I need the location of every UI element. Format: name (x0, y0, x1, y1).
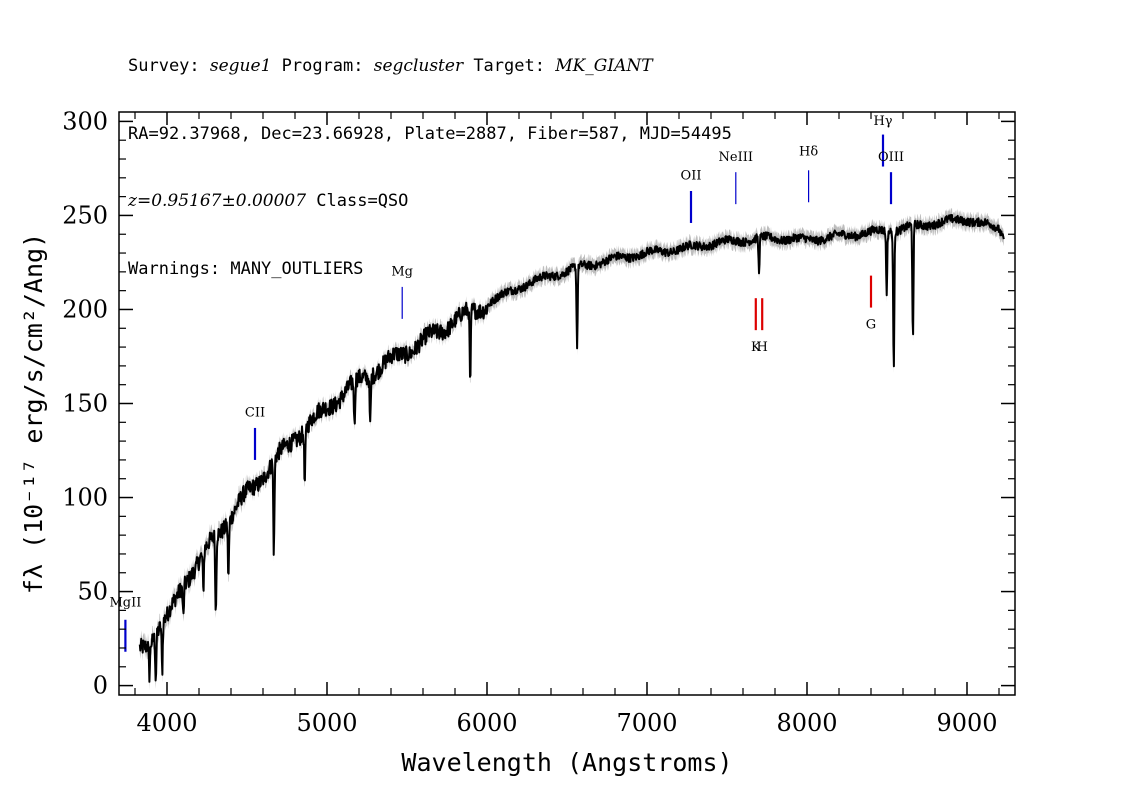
y-tick-label: 250 (62, 201, 108, 229)
survey-value: segue1 (209, 56, 272, 76)
y-axis-title: fλ (10⁻¹⁷ erg/s/cm²/Ang) (19, 233, 48, 594)
header-line-coordinates: RA=92.37968, Dec=23.66928, Plate=2887, F… (128, 123, 732, 144)
header-line-survey: Survey: segue1 Program: segcluster Targe… (128, 55, 732, 78)
y-tick-label: 100 (62, 484, 108, 512)
line-label-Hγ: Hγ (873, 114, 892, 129)
class-value: Class=QSO (306, 191, 409, 211)
target-label: Target: (463, 56, 556, 76)
x-axis-title: Wavelength (Angstroms) (401, 748, 732, 777)
x-tick-label: 4000 (136, 709, 197, 737)
line-label-NeIII: NeIII (719, 150, 753, 165)
header-line-redshift: z=0.95167±0.00007 Class=QSO (128, 190, 732, 213)
line-marker-layer: MgII CII Mg OII NeIII Hδ Hγ OIII KH G (109, 114, 904, 652)
x-tick-label: 8000 (776, 709, 837, 737)
data-layer (138, 207, 1005, 691)
y-tick-label: 300 (62, 107, 108, 135)
line-label-Hδ: Hδ (799, 144, 818, 159)
flux-line (138, 214, 1005, 683)
redshift-value: z=0.95167±0.00007 (128, 191, 307, 211)
spectrum-header: Survey: segue1 Program: segcluster Targe… (128, 10, 732, 303)
y-tick-label: 200 (62, 295, 108, 323)
x-tick-label: 6000 (456, 709, 517, 737)
line-label-MgII: MgII (109, 596, 141, 611)
survey-label: Survey: (128, 56, 210, 76)
line-label-CII: CII (245, 406, 265, 421)
header-line-warnings: Warnings: MANY_OUTLIERS (128, 258, 364, 279)
line-label-OIII: OIII (878, 150, 904, 165)
line-label-Mg: Mg (391, 265, 413, 280)
y-tick-label: 150 (62, 390, 108, 418)
plot-frame (118, 111, 1016, 696)
program-label: Program: (271, 56, 374, 76)
line-label-OII: OII (681, 169, 702, 184)
program-value: segcluster (373, 56, 464, 76)
x-tick-label: 7000 (616, 709, 677, 737)
tick-layer: 4000 5000 6000 7000 8000 9000 0 50 100 150 200 250 3… (62, 107, 1015, 737)
x-tick-label: 9000 (936, 709, 997, 737)
line-label-H: H (757, 340, 768, 355)
x-tick-label: 5000 (296, 709, 357, 737)
y-tick-label: 50 (77, 578, 108, 606)
line-label-G: G (866, 317, 876, 332)
target-value: MK_GIANT (555, 56, 653, 76)
line-label-K: K (751, 340, 761, 355)
flux-error-band (139, 207, 1004, 691)
y-tick-label: 0 (93, 672, 108, 700)
